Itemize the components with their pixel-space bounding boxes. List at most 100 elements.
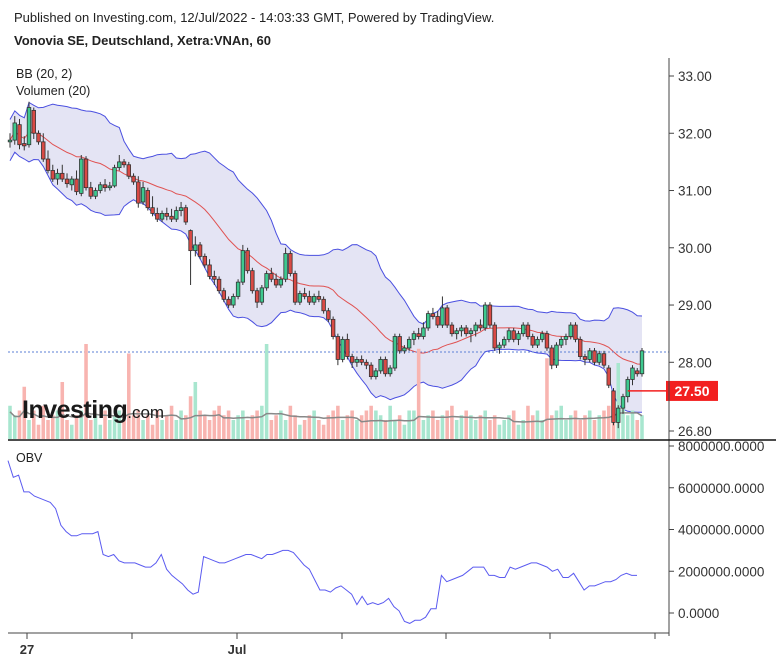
volume-bar	[488, 420, 492, 439]
bb-indicator-label[interactable]: BB (20, 2)	[16, 67, 73, 81]
candle-body	[202, 255, 208, 266]
volume-bar	[198, 410, 202, 439]
candle-body	[397, 336, 402, 352]
candle-body	[502, 338, 507, 346]
volume-bar	[340, 420, 345, 439]
candle-body	[79, 158, 84, 194]
volume-bar	[530, 415, 535, 439]
candle-body	[245, 250, 250, 272]
candle-body	[169, 215, 174, 220]
volume-bar	[122, 420, 126, 439]
candle-body	[254, 290, 260, 303]
volume-bar	[112, 415, 117, 439]
volume-bar	[535, 410, 540, 439]
candle-body	[107, 185, 112, 189]
candle-body	[150, 207, 155, 214]
volume-bar	[307, 415, 312, 439]
obv-tick-label: 4000000.0000	[678, 523, 764, 538]
candle-body	[340, 338, 345, 360]
volume-bar	[431, 410, 435, 439]
candle-body	[326, 310, 331, 320]
time-tick-label: Jul	[228, 642, 247, 657]
volume-bar	[407, 410, 411, 439]
volume-bar	[317, 420, 321, 439]
candle-body	[392, 336, 398, 369]
volume-bar	[507, 415, 511, 439]
price-tick-label: 26.80	[678, 424, 712, 439]
volume-bar	[136, 410, 141, 439]
volume-bar	[103, 410, 107, 439]
volume-bar	[245, 420, 250, 439]
volume-bar	[350, 410, 354, 439]
candle-body	[449, 324, 455, 335]
candle-body	[354, 359, 360, 363]
volume-bar	[321, 424, 326, 439]
volume-bar	[46, 420, 50, 439]
candle-body	[364, 361, 369, 366]
volume-bar	[283, 420, 288, 439]
candle-body	[335, 336, 341, 360]
candle-body	[368, 364, 374, 378]
volume-bar	[165, 415, 169, 439]
volume-bar	[336, 405, 340, 439]
candle-body	[625, 379, 630, 398]
candle-body	[221, 290, 227, 300]
instrument-title: Vonovia SE, Deutschland, Xetra:VNAn, 60	[14, 33, 271, 48]
volume-bar	[293, 415, 297, 439]
volume-bar	[207, 420, 212, 439]
volume-indicator-label[interactable]: Volumen (20)	[16, 84, 91, 98]
candle-body	[207, 264, 212, 277]
volume-bar	[564, 420, 568, 439]
price-tick-label: 29.00	[678, 298, 712, 313]
price-tick-label: 32.00	[678, 126, 712, 141]
volume-bar	[31, 410, 36, 439]
volume-bar	[84, 344, 88, 439]
candle-body	[69, 178, 74, 186]
volume-bar	[364, 410, 369, 439]
candle-body	[226, 298, 231, 306]
candle-body	[117, 161, 122, 169]
candle-body	[164, 213, 169, 217]
volume-bar	[606, 405, 611, 439]
volume-bar	[568, 415, 573, 439]
candle-body	[288, 253, 293, 274]
volume-bar	[464, 410, 468, 439]
candle-body	[402, 347, 407, 352]
bb-upper	[9, 101, 643, 325]
volume-bar	[127, 353, 131, 439]
volume-bar	[469, 415, 473, 439]
volume-bar	[516, 424, 521, 439]
candle-body	[216, 278, 222, 292]
candle-body	[345, 338, 350, 357]
bb-lower	[9, 151, 642, 413]
candle-body	[478, 324, 483, 329]
obv-indicator-label[interactable]: OBV	[16, 451, 43, 465]
candle-body	[506, 330, 512, 340]
volume-bar	[640, 415, 644, 439]
volume-bar	[402, 424, 407, 439]
candle-body	[321, 298, 326, 312]
candle-body	[235, 281, 241, 297]
volume-bar	[236, 415, 240, 439]
candle-body	[416, 333, 421, 337]
candle-body	[159, 213, 165, 220]
candle-body	[264, 273, 269, 289]
volume-bar	[155, 410, 160, 439]
candle-body	[606, 367, 611, 386]
candle-body	[630, 367, 635, 380]
logo-suffix: .com	[127, 403, 165, 422]
candle-body	[559, 338, 564, 346]
candle-body	[459, 327, 464, 332]
candle-body	[525, 324, 531, 337]
volume-bar	[312, 410, 316, 439]
candle-body	[516, 333, 521, 340]
volume-bar	[355, 420, 359, 439]
candle-body	[373, 370, 379, 378]
volume-bar	[193, 382, 198, 439]
price-tick-label: 30.00	[678, 241, 712, 256]
volume-bar	[483, 410, 487, 439]
volume-bar	[250, 415, 255, 439]
volume-bar	[416, 348, 421, 439]
volume-bar	[302, 420, 307, 439]
